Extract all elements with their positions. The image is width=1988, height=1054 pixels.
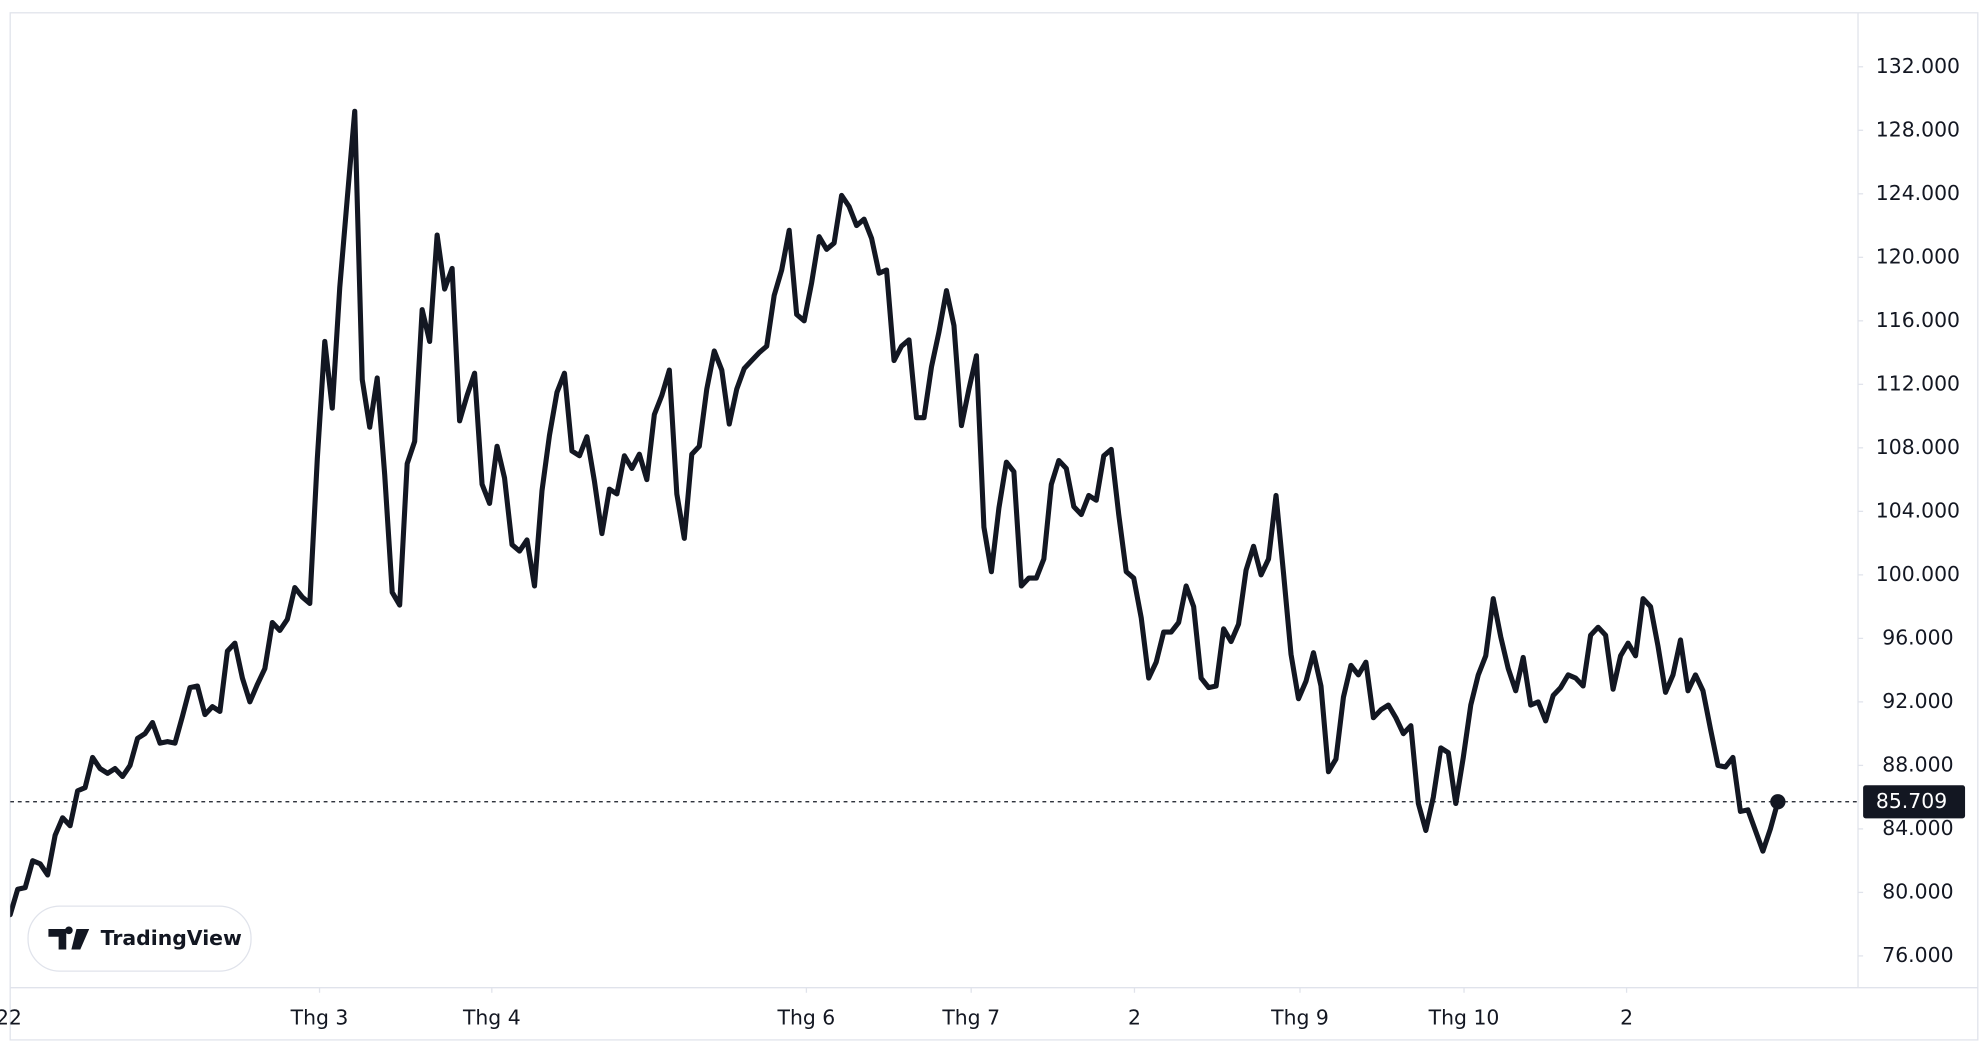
watermark-pill (27, 905, 252, 972)
x-tick-label: 2 (1128, 1005, 1141, 1029)
watermark: TradingView (27, 905, 252, 972)
x-tick-label: Thg 9 (1270, 1005, 1329, 1029)
last-price-box (1863, 785, 1966, 819)
y-tick-label: 104.000 (1876, 498, 1960, 522)
watermark-logo (48, 926, 90, 950)
y-tick-label: 120.000 (1876, 244, 1960, 268)
x-tick-label: Thg 6 (777, 1005, 836, 1029)
price-line (10, 108, 1781, 918)
y-tick-label: 112.000 (1876, 371, 1960, 395)
y-tick-label: 116.000 (1876, 308, 1960, 332)
y-tick-label: 80.000 (1882, 879, 1953, 903)
plot-area (10, 108, 1859, 918)
x-tick-label: Thg 7 (941, 1005, 1000, 1029)
watermark-text: TradingView (101, 926, 242, 950)
chart-frame (9, 12, 1979, 1041)
x-tick-label: Thg 4 (462, 1005, 521, 1029)
y-tick-label: 96.000 (1882, 625, 1953, 649)
y-tick-label: 124.000 (1876, 181, 1960, 205)
last-price-label: 85.709 (1876, 789, 1947, 813)
x-tick-label: Thg 10 (1428, 1005, 1500, 1029)
x-tick-label: 2 (1620, 1005, 1633, 1029)
y-tick-label: 88.000 (1882, 752, 1953, 776)
y-tick-label: 76.000 (1882, 943, 1953, 967)
y-tick-label: 132.000 (1876, 54, 1960, 78)
y-tick-label: 92.000 (1882, 689, 1953, 713)
y-tick-label: 128.000 (1876, 117, 1960, 141)
last-point (1770, 794, 1786, 810)
y-tick-label: 84.000 (1882, 816, 1953, 840)
y-tick-label: 108.000 (1876, 435, 1960, 459)
x-tick-label: Thg 3 (290, 1005, 349, 1029)
y-tick-label: 100.000 (1876, 562, 1960, 586)
x-tick-label: 2022 (0, 1005, 22, 1029)
